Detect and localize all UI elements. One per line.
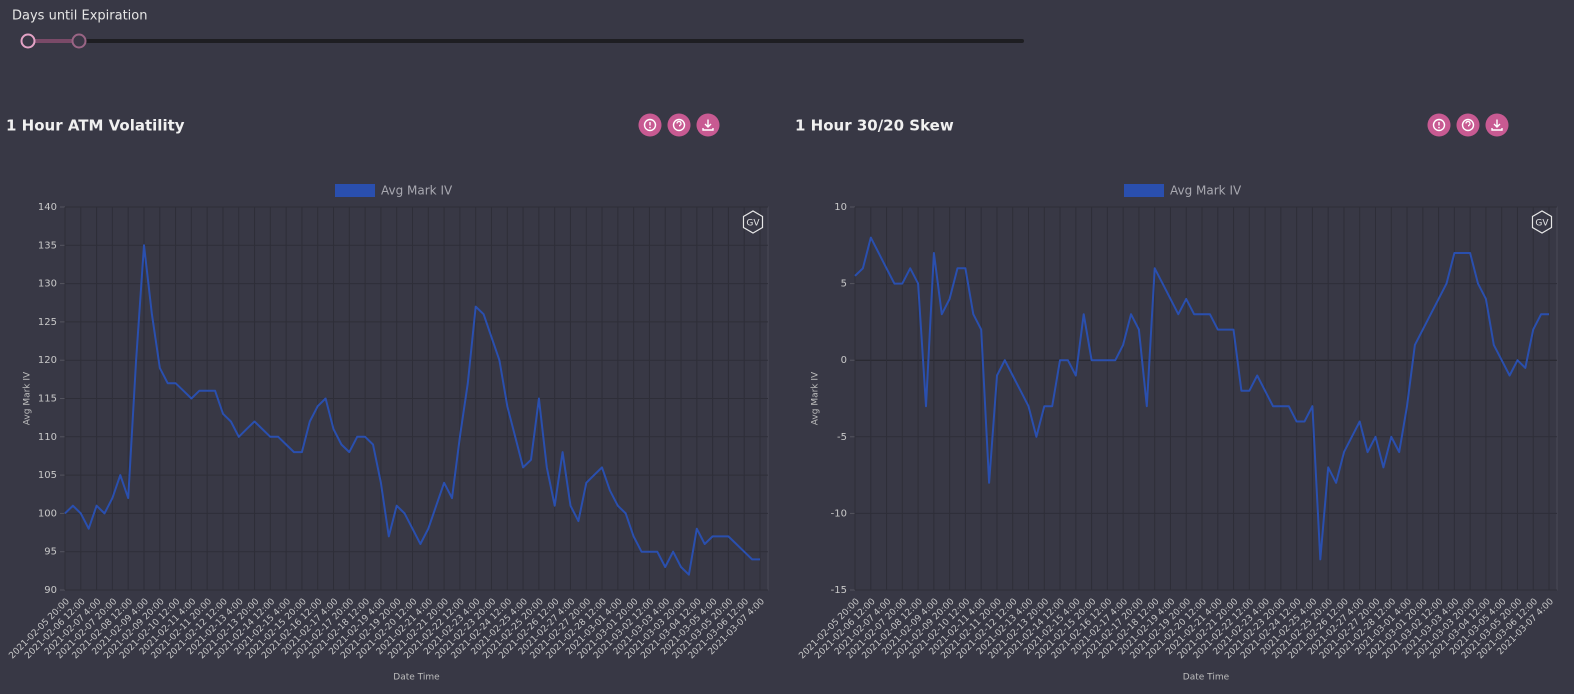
watermark: GV: [746, 219, 760, 229]
y-tick-label: 130: [38, 279, 57, 290]
slider-range: [28, 39, 79, 43]
y-tick-label: 10: [834, 202, 847, 213]
y-tick-label: -15: [831, 585, 847, 596]
x-axis-label: Date Time: [393, 673, 440, 683]
help-button[interactable]: [1456, 113, 1480, 137]
slider-label: Days until Expiration: [12, 9, 148, 24]
watermark: GV: [1535, 219, 1549, 229]
y-tick-label: 5: [841, 279, 847, 290]
help-button[interactable]: [667, 113, 691, 137]
watermark-hex: [742, 210, 764, 234]
x-axis-label: Date Time: [1183, 673, 1230, 683]
chart-title: 1 Hour ATM Volatility: [6, 117, 185, 135]
watermark-hex: [1531, 210, 1553, 234]
y-tick-label: 110: [38, 432, 57, 443]
info-button[interactable]: [1427, 113, 1451, 137]
y-tick-label: -5: [837, 432, 847, 443]
y-tick-label: 125: [38, 317, 57, 328]
data-line: [854, 236, 1549, 561]
y-tick-label: 140: [38, 202, 57, 213]
y-tick-label: 135: [38, 240, 57, 251]
legend-label: Avg Mark IV: [1170, 184, 1242, 198]
data-line: [64, 244, 760, 576]
download-button[interactable]: [696, 113, 720, 137]
y-axis-label: Avg Mark IV: [811, 371, 821, 425]
slider-handle[interactable]: [71, 33, 87, 49]
y-tick-label: -10: [831, 508, 847, 519]
y-tick-label: 100: [38, 508, 57, 519]
y-tick-label: 120: [38, 355, 57, 366]
y-tick-label: 115: [38, 394, 57, 405]
legend-label: Avg Mark IV: [381, 184, 453, 198]
y-axis-label: Avg Mark IV: [23, 371, 33, 425]
y-tick-label: 0: [841, 355, 847, 366]
slider-handle[interactable]: [20, 33, 36, 49]
slider-track: [28, 39, 1024, 43]
legend-swatch: [335, 184, 375, 197]
info-button[interactable]: [638, 113, 662, 137]
chart-title: 1 Hour 30/20 Skew: [795, 117, 954, 135]
y-tick-label: 95: [44, 547, 57, 558]
slider[interactable]: [20, 33, 1025, 49]
legend-swatch: [1124, 184, 1164, 197]
y-tick-label: 90: [44, 585, 57, 596]
y-tick-label: 105: [38, 470, 57, 481]
download-button[interactable]: [1485, 113, 1509, 137]
